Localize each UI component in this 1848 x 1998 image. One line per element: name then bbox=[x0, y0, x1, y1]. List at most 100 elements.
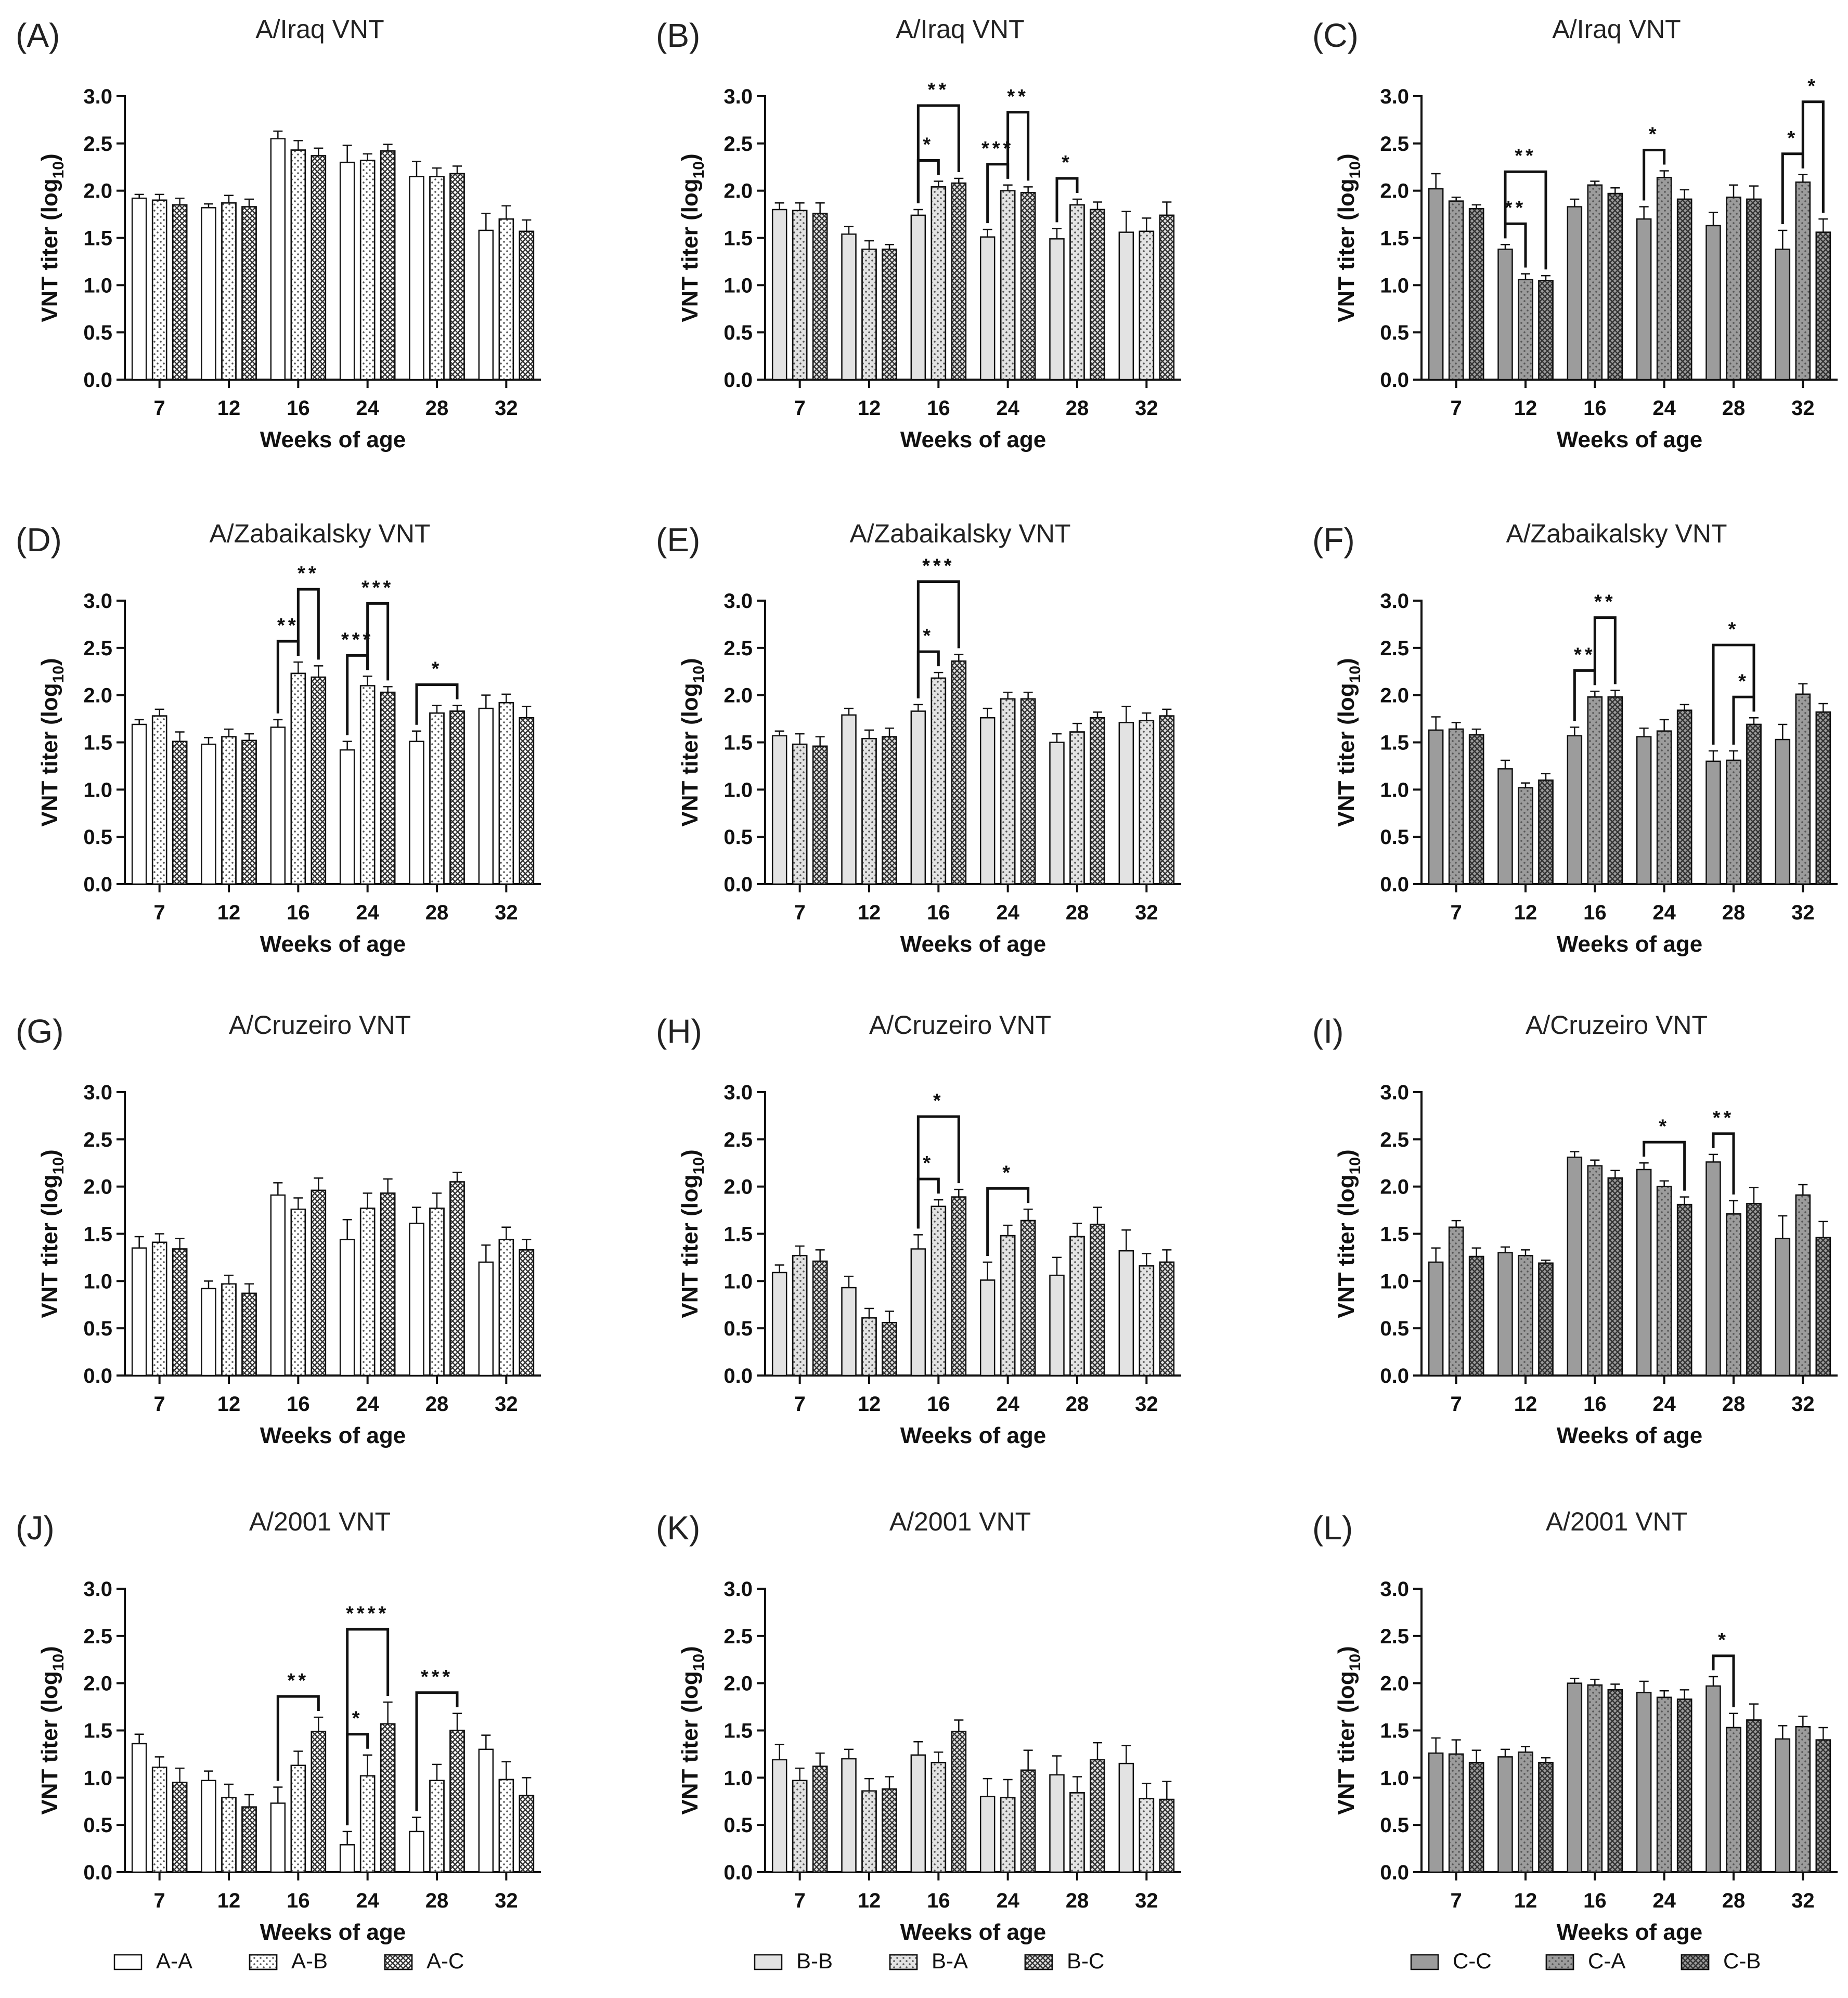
x-axis-label: Weeks of age bbox=[260, 931, 406, 957]
x-tick-label: 16 bbox=[927, 397, 950, 420]
x-tick-label: 16 bbox=[927, 1393, 950, 1416]
bar-pattern-b-c-wk16 bbox=[951, 1196, 967, 1377]
bar-pattern-c-a-wk16 bbox=[1587, 696, 1603, 885]
significance-bracket bbox=[276, 1695, 320, 1781]
y-axis-label-end: ) bbox=[1334, 1149, 1359, 1157]
x-tick-label: 32 bbox=[1135, 901, 1158, 924]
significance-label: * bbox=[923, 134, 934, 156]
bar-pattern-a-b-wk32 bbox=[498, 1239, 514, 1377]
bar-pattern-c-b-wk24 bbox=[1676, 709, 1692, 885]
chart-title: A/Cruzeiro VNT bbox=[1526, 1010, 1708, 1040]
bar-pattern-a-c-wk24 bbox=[380, 691, 396, 885]
bar-pattern-c-b-wk24 bbox=[1676, 1203, 1692, 1377]
bar-pattern-c-b-wk7 bbox=[1468, 734, 1484, 885]
significance-label: ** bbox=[1574, 644, 1596, 666]
x-tick-label: 16 bbox=[1583, 901, 1607, 924]
x-tick-label: 12 bbox=[858, 1393, 881, 1416]
significance-bracket bbox=[296, 588, 320, 660]
y-tick-label: 2.5 bbox=[723, 1625, 753, 1648]
significance-bracket bbox=[1055, 177, 1079, 223]
y-tick-label: 2.0 bbox=[1380, 684, 1409, 707]
y-axis-label: VNT titer (log10) bbox=[1334, 153, 1364, 322]
bar-pattern-a-b-wk7 bbox=[151, 1767, 167, 1873]
bar-b-b-wk24 bbox=[979, 717, 996, 885]
significance-label: *** bbox=[922, 555, 954, 577]
y-tick-label: 3.0 bbox=[1380, 1578, 1409, 1601]
bar-pattern-a-b-wk7 bbox=[151, 715, 167, 885]
legend-swatch-pattern-a-c bbox=[384, 1954, 413, 1970]
bar-pattern-b-a-wk16 bbox=[931, 1205, 947, 1377]
y-axis-label-main: VNT titer (log bbox=[677, 1174, 703, 1318]
bar-a-a-wk16 bbox=[270, 726, 286, 885]
bar-b-b-wk32 bbox=[1118, 231, 1134, 381]
x-tick-label: 7 bbox=[794, 1393, 806, 1416]
y-tick-label: 1.5 bbox=[723, 1223, 753, 1246]
x-tick-label: 28 bbox=[1066, 1393, 1089, 1416]
bar-a-a-wk32 bbox=[478, 229, 494, 381]
chart-panel-a: (A) A/Iraq VNT 0.0 0.5 1.0 1.5 2.0 2.5 3.0 7 12 16 2… bbox=[16, 15, 541, 452]
significance-label: *** bbox=[421, 1666, 453, 1688]
bar-pattern-c-b-wk12 bbox=[1538, 779, 1554, 885]
legend-swatch-pattern-a-b bbox=[249, 1954, 278, 1970]
y-tick-label: 3.0 bbox=[1380, 590, 1409, 613]
bar-b-b-wk28 bbox=[1049, 742, 1065, 885]
y-tick-label: 2.0 bbox=[723, 684, 753, 707]
panel-letter: (D) bbox=[16, 521, 62, 559]
bar-pattern-c-a-wk24 bbox=[1656, 1186, 1672, 1377]
chart-title: A/Zabaikalsky VNT bbox=[1506, 519, 1727, 548]
y-tick-label: 0.0 bbox=[723, 1365, 753, 1387]
bar-pattern-a-c-wk32 bbox=[519, 1795, 535, 1873]
chart-panel-c: (C) A/Iraq VNT 0.0 0.5 1.0 1.5 2.0 2.5 3.0 7 12 16 2… bbox=[1312, 15, 1838, 452]
x-tick-label: 7 bbox=[1451, 397, 1462, 420]
y-tick-label: 0.0 bbox=[83, 1861, 112, 1884]
panel-letter: (J) bbox=[16, 1509, 55, 1547]
x-tick-label: 24 bbox=[996, 1889, 1019, 1912]
x-tick-label: 7 bbox=[1451, 1393, 1462, 1416]
x-tick-label: 12 bbox=[858, 901, 881, 924]
bar-c-c-wk16 bbox=[1567, 1682, 1583, 1873]
y-tick-label: 2.0 bbox=[83, 1176, 112, 1199]
x-tick-label: 24 bbox=[356, 1393, 379, 1416]
chart-panel-f: (F) A/Zabaikalsky VNT 0.0 0.5 1.0 1.5 2.0 2.5 3.… bbox=[1312, 519, 1838, 957]
panel-letter: (C) bbox=[1312, 17, 1359, 54]
bar-b-b-wk16 bbox=[910, 710, 926, 885]
y-tick-label: 1.5 bbox=[1380, 227, 1409, 250]
y-axis-label-main: VNT titer (log bbox=[37, 683, 62, 826]
significance-bracket bbox=[1801, 100, 1825, 213]
significance-label: * bbox=[1659, 1115, 1670, 1137]
significance-bracket bbox=[916, 1115, 960, 1229]
bar-pattern-b-a-wk12 bbox=[861, 1317, 877, 1377]
y-tick-label: 1.5 bbox=[723, 227, 753, 250]
bar-pattern-b-c-wk32 bbox=[1159, 1261, 1175, 1377]
bar-a-a-wk16 bbox=[270, 1802, 286, 1873]
significance-label: ** bbox=[1594, 591, 1616, 613]
significance-bracket bbox=[1006, 111, 1030, 181]
bar-pattern-a-c-wk16 bbox=[311, 676, 327, 885]
bar-pattern-b-c-wk7 bbox=[812, 745, 828, 885]
legend-label-b-c: B-C bbox=[1067, 1949, 1104, 1973]
bar-pattern-a-c-wk16 bbox=[311, 1189, 327, 1377]
y-tick-label: 1.5 bbox=[1380, 1720, 1409, 1743]
bar-pattern-b-a-wk24 bbox=[1000, 1797, 1016, 1873]
bar-pattern-b-a-wk28 bbox=[1069, 1236, 1085, 1377]
y-tick-label: 1.0 bbox=[1380, 779, 1409, 801]
bar-pattern-c-a-wk28 bbox=[1726, 197, 1741, 381]
x-tick-label: 24 bbox=[996, 901, 1019, 924]
legend-label-a-b: A-B bbox=[291, 1949, 328, 1973]
significance-label: * bbox=[432, 658, 443, 680]
bar-a-a-wk28 bbox=[409, 1223, 424, 1377]
y-axis-label-subscript: 10 bbox=[50, 161, 67, 178]
x-tick-label: 28 bbox=[1066, 1889, 1089, 1912]
chart-panel-e: (E) A/Zabaikalsky VNT 0.0 0.5 1.0 1.5 2.0 2.5 3.… bbox=[656, 519, 1181, 957]
panel-letter: (B) bbox=[656, 17, 700, 54]
y-tick-label: 1.5 bbox=[83, 227, 112, 250]
y-tick-label: 0.5 bbox=[83, 1814, 112, 1837]
x-tick-label: 12 bbox=[858, 1889, 881, 1912]
panel-letter: (A) bbox=[16, 17, 60, 54]
y-axis-label-main: VNT titer (log bbox=[37, 178, 62, 322]
bar-pattern-c-a-wk24 bbox=[1656, 1696, 1672, 1873]
y-tick-label: 2.5 bbox=[1380, 637, 1409, 660]
legend-label-b-a: B-A bbox=[932, 1949, 968, 1973]
bar-a-a-wk24 bbox=[339, 749, 355, 885]
x-tick-label: 7 bbox=[154, 397, 165, 420]
